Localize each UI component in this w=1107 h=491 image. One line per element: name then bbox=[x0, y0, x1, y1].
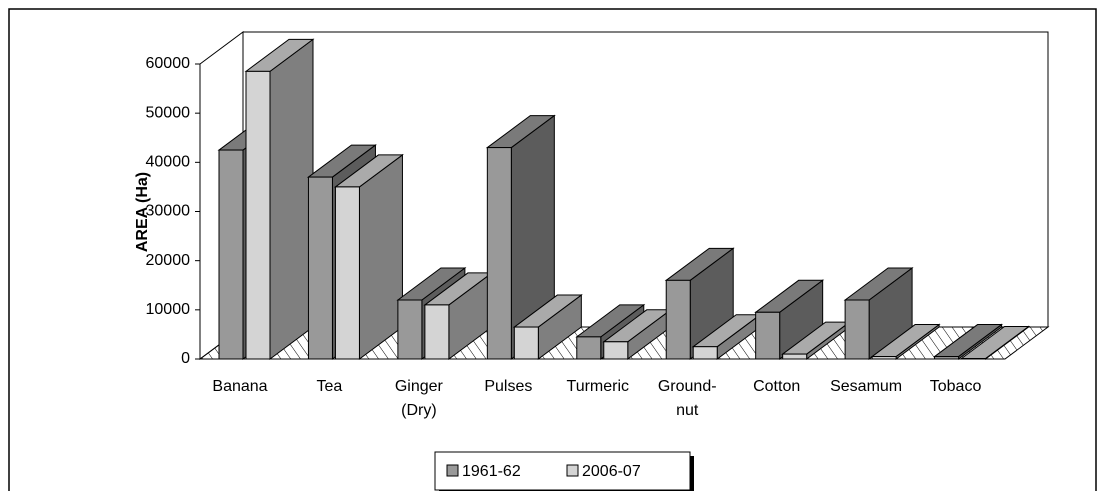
bar bbox=[844, 299, 870, 360]
x-tick-label: Turmeric bbox=[567, 378, 630, 395]
bar bbox=[665, 279, 691, 360]
bar bbox=[934, 356, 960, 360]
bar bbox=[307, 176, 333, 360]
x-tick-label: Cotton bbox=[753, 378, 800, 395]
x-tick-label: Pulses bbox=[484, 378, 532, 395]
y-axis-label: AREA (Ha) bbox=[134, 172, 151, 252]
bar bbox=[755, 311, 781, 360]
bar bbox=[397, 299, 423, 360]
bar bbox=[692, 346, 718, 360]
x-tick-label: Tea bbox=[317, 378, 343, 395]
legend-label: 2006-07 bbox=[582, 463, 641, 480]
bar-side bbox=[269, 38, 314, 360]
bar bbox=[782, 353, 808, 360]
legend-marker bbox=[566, 464, 579, 477]
legend-label: 1961-62 bbox=[462, 463, 521, 480]
bar bbox=[576, 336, 602, 360]
bar bbox=[334, 186, 360, 360]
x-tick-label: Sesamum bbox=[830, 378, 902, 395]
bar bbox=[486, 147, 512, 360]
x-tick-label: nut bbox=[676, 402, 699, 419]
bar bbox=[218, 149, 244, 360]
x-tick-label: Ginger bbox=[395, 378, 444, 395]
x-tick-label: Ground- bbox=[658, 378, 717, 395]
legend-marker bbox=[446, 464, 459, 477]
bar bbox=[513, 326, 539, 360]
y-tick-label: 40000 bbox=[146, 154, 191, 171]
x-tick-label: (Dry) bbox=[401, 402, 437, 419]
bar bbox=[871, 356, 897, 360]
y-tick-label: 30000 bbox=[146, 203, 191, 220]
x-tick-label: Tobaco bbox=[930, 378, 982, 395]
x-tick-label: Banana bbox=[212, 378, 267, 395]
bar bbox=[603, 341, 629, 360]
bar bbox=[245, 70, 271, 360]
y-tick-label: 50000 bbox=[146, 104, 191, 121]
bar-side bbox=[358, 153, 403, 360]
y-tick-label: 20000 bbox=[146, 252, 191, 269]
bar bbox=[424, 304, 450, 360]
y-tick-label: 10000 bbox=[146, 301, 191, 318]
y-tick-label: 60000 bbox=[146, 55, 191, 72]
legend bbox=[434, 451, 691, 491]
y-tick-label: 0 bbox=[181, 350, 190, 367]
